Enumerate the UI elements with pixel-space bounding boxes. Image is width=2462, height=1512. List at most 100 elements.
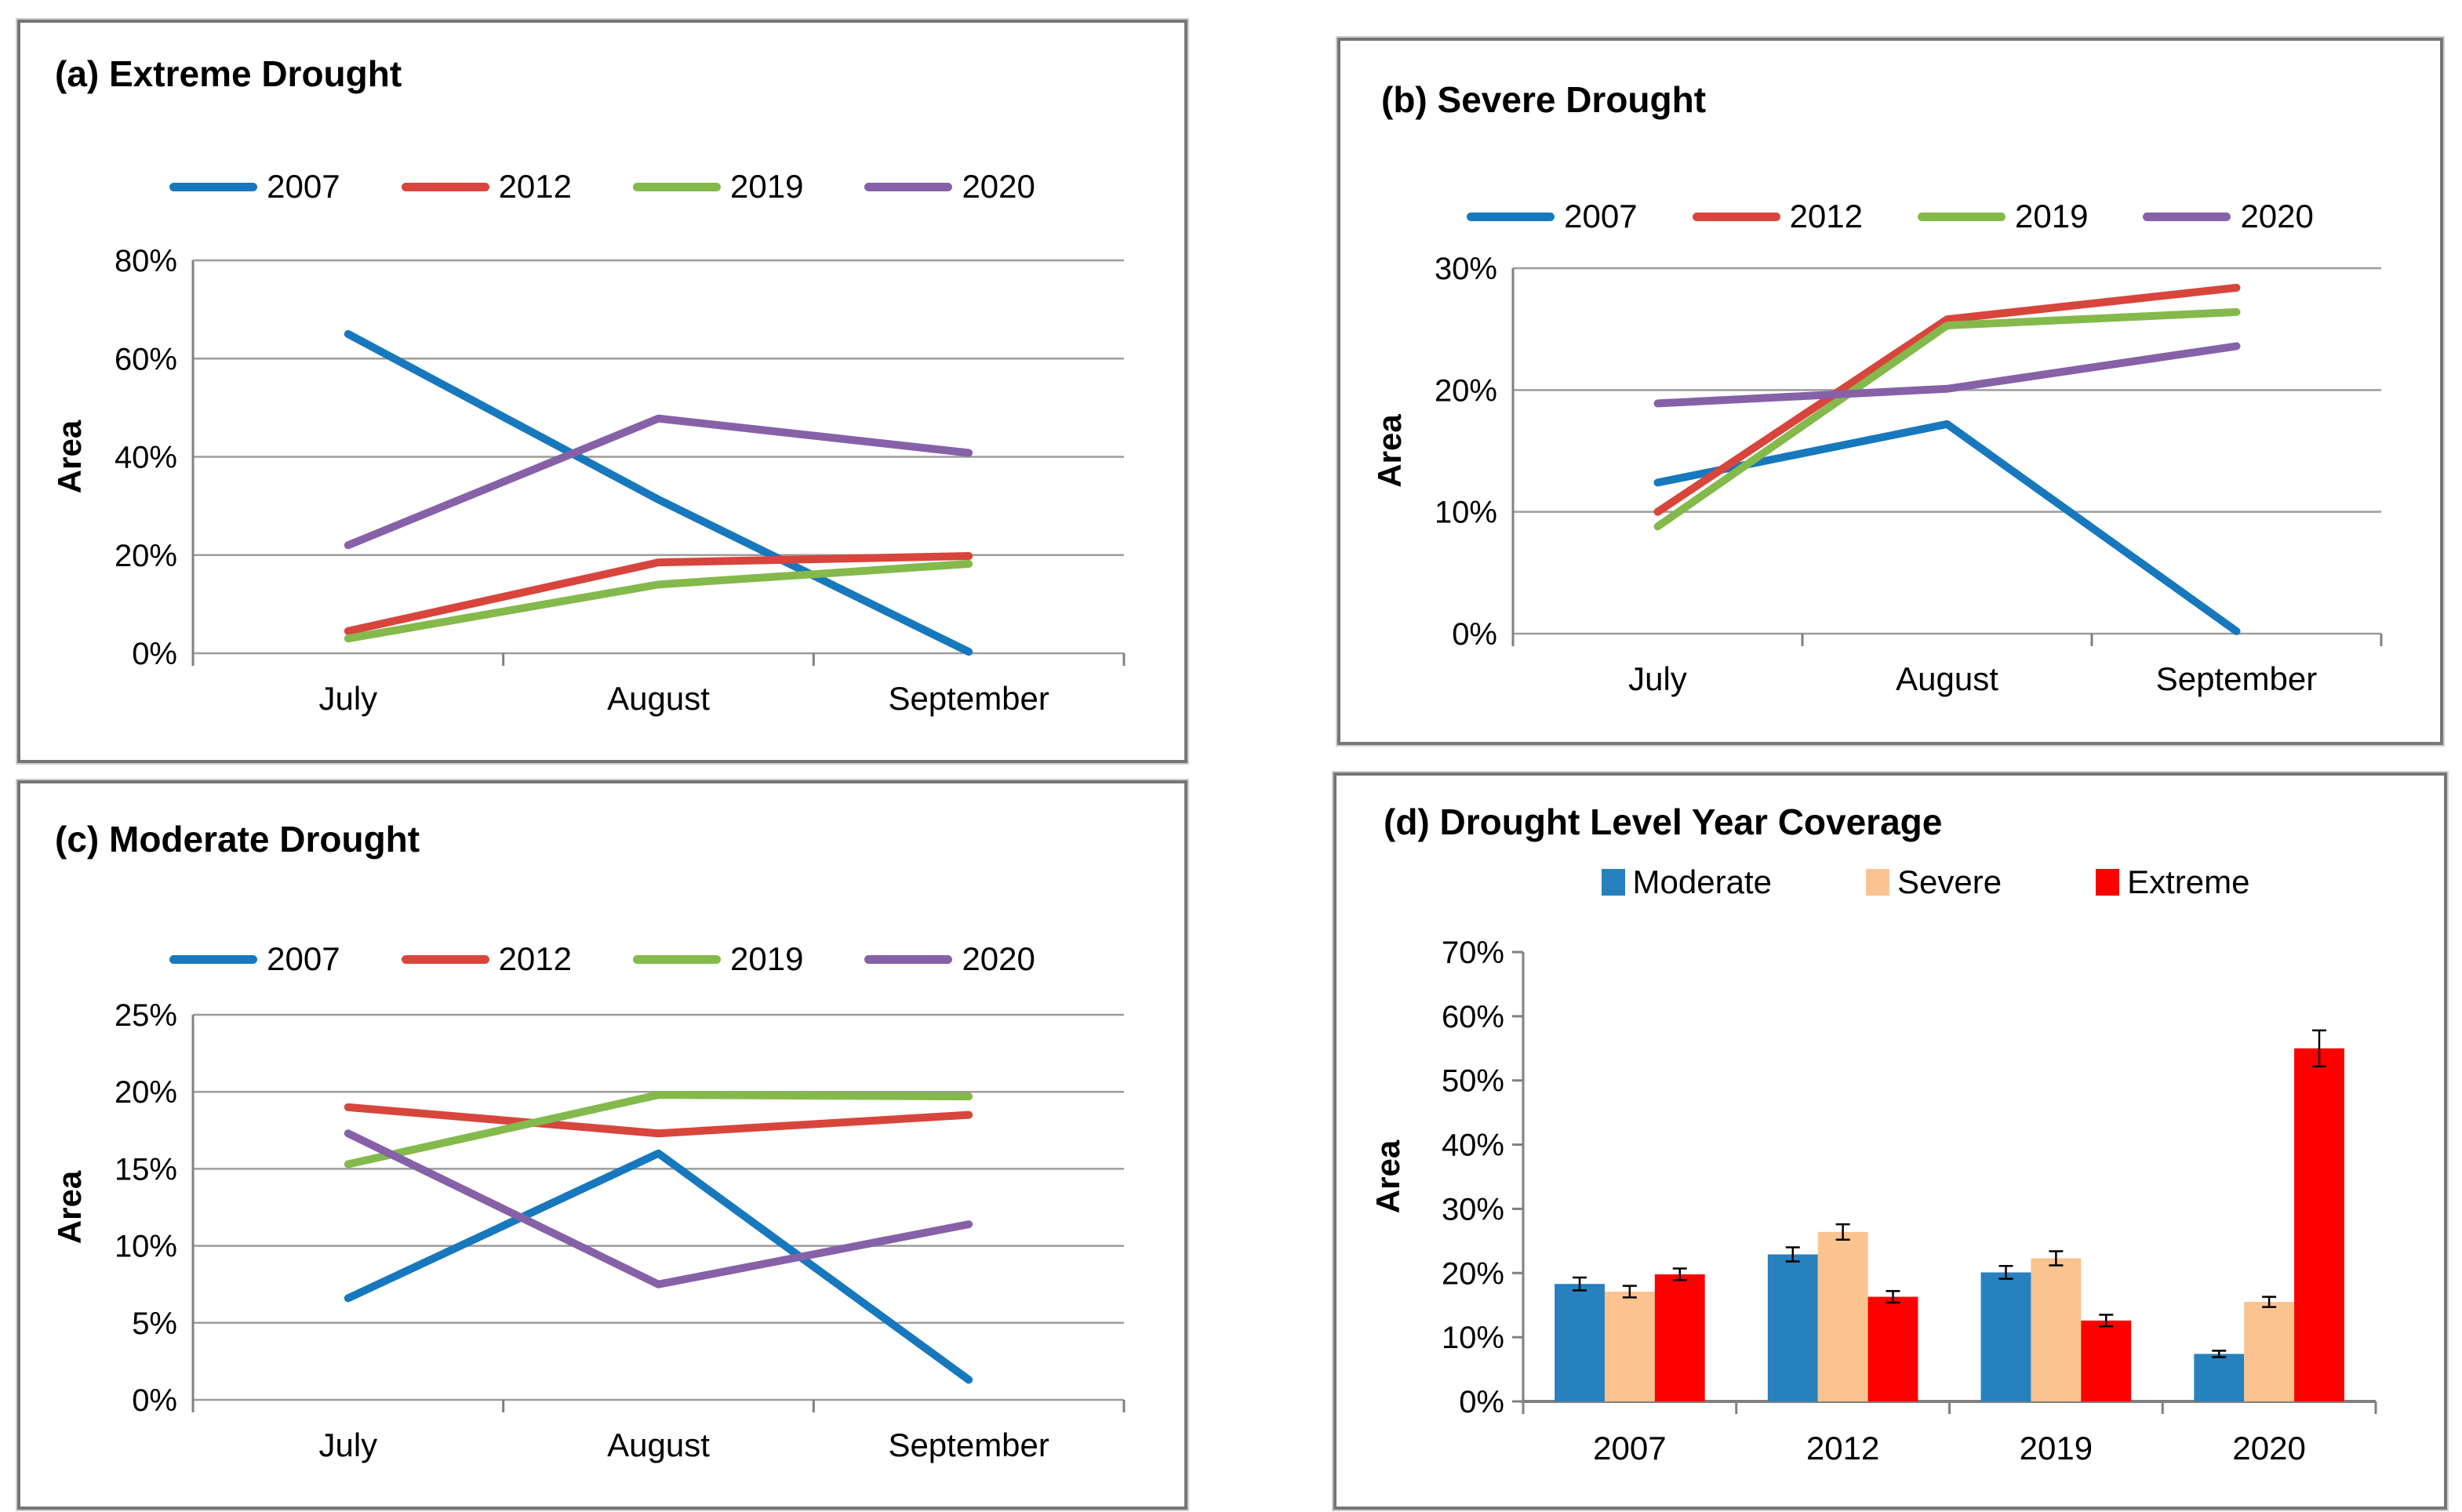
line-swatch-2012	[401, 182, 489, 191]
svg-text:August: August	[607, 680, 710, 717]
legend-item-2020: 2020	[864, 168, 1035, 205]
svg-text:September: September	[888, 680, 1049, 717]
svg-text:2007: 2007	[1593, 1430, 1666, 1467]
panel-d-title: (d) Drought Level Year Coverage	[1384, 801, 1943, 842]
legend-item-2019: 2019	[1918, 198, 2088, 235]
svg-text:July: July	[318, 680, 377, 717]
svg-text:Area: Area	[51, 1170, 88, 1244]
legend-label-2012: 2012	[498, 940, 572, 977]
legend-label-2007: 2007	[1564, 198, 1638, 234]
square-swatch-extreme	[2096, 869, 2120, 896]
legend-label-moderate: Moderate	[1632, 863, 1772, 900]
panel-a-legend: 2007 2012 2019 2020	[20, 168, 1184, 205]
svg-text:0%: 0%	[1452, 617, 1497, 652]
panel-c-title: (c) Moderate Drought	[55, 819, 420, 860]
svg-text:Area: Area	[1369, 1139, 1406, 1213]
severe-drought-line-chart: 0% 10% 20% 30% July August September Area	[1371, 252, 2383, 697]
line-swatch-2020	[2143, 212, 2231, 221]
legend-item-2007: 2007	[1467, 198, 1638, 235]
moderate-drought-line-chart: 0% 5% 10% 15% 20% 25% July August September Area	[51, 998, 1126, 1463]
line-swatch-2012	[1692, 212, 1780, 221]
svg-text:60%: 60%	[1442, 1000, 1504, 1034]
legend-label-2007: 2007	[267, 940, 340, 977]
legend-item-2020: 2020	[2143, 198, 2314, 235]
legend-label-2012: 2012	[1789, 198, 1863, 234]
svg-text:30%: 30%	[1435, 252, 1497, 286]
legend-label-2012: 2012	[498, 168, 572, 205]
extreme-drought-line-chart: 0% 20% 40% 60% 80% July August September Area	[51, 244, 1126, 717]
svg-text:August: August	[607, 1427, 710, 1463]
svg-text:5%: 5%	[132, 1307, 177, 1341]
line-swatch-2020	[864, 182, 953, 191]
legend-label-2020: 2020	[962, 940, 1035, 977]
legend-label-severe: Severe	[1897, 863, 2002, 900]
legend-item-2012: 2012	[1692, 198, 1863, 235]
svg-text:0%: 0%	[1459, 1385, 1504, 1419]
svg-text:15%: 15%	[115, 1152, 177, 1187]
year-coverage-bar-chart: 0% 10% 20% 30% 40% 50% 60% 70% 2007 2012 2019 2020 A…	[1369, 936, 2377, 1467]
svg-text:10%: 10%	[115, 1230, 177, 1264]
line-swatch-2007	[169, 182, 258, 191]
panel-b-title: (b) Severe Drought	[1381, 79, 1707, 120]
legend-item-2019: 2019	[633, 168, 803, 205]
legend-item-2007: 2007	[169, 940, 340, 978]
svg-text:10%: 10%	[1442, 1321, 1504, 1355]
panel-a-title: (a) Extreme Drought	[55, 53, 402, 94]
svg-text:80%: 80%	[115, 244, 177, 278]
panel-d-legend: Moderate Severe Extreme	[1407, 863, 2444, 901]
legend-label-2007: 2007	[267, 168, 340, 205]
panel-year-coverage: (d) Drought Level Year Coverage Moderate…	[1332, 771, 2449, 1511]
svg-text:July: July	[1628, 660, 1687, 697]
svg-text:40%: 40%	[1442, 1129, 1504, 1163]
legend-item-extreme: Extreme	[2096, 863, 2249, 901]
panel-b-legend: 2007 2012 2019 2020	[1340, 198, 2440, 235]
svg-text:30%: 30%	[1442, 1192, 1504, 1227]
svg-text:20%: 20%	[1442, 1256, 1504, 1291]
legend-label-2019: 2019	[730, 940, 804, 977]
line-swatch-2019	[633, 954, 721, 964]
line-swatch-2007	[1467, 212, 1555, 221]
panel-severe-drought: (b) Severe Drought 2007 2012 2019 2020 0…	[1336, 36, 2445, 747]
legend-item-2012: 2012	[401, 940, 572, 978]
legend-label-2020: 2020	[2240, 198, 2314, 234]
legend-item-2020: 2020	[864, 940, 1035, 978]
legend-label-2019: 2019	[2015, 198, 2089, 234]
svg-text:60%: 60%	[115, 342, 177, 376]
line-swatch-2007	[169, 954, 258, 964]
legend-item-2019: 2019	[633, 940, 803, 978]
line-swatch-2020	[864, 954, 953, 964]
legend-item-severe: Severe	[1865, 863, 2002, 901]
svg-text:2012: 2012	[1806, 1430, 1879, 1467]
svg-text:10%: 10%	[1435, 496, 1497, 530]
line-swatch-2019	[1918, 212, 2006, 221]
line-swatch-2019	[633, 182, 721, 191]
svg-text:40%: 40%	[115, 441, 177, 475]
svg-text:Area: Area	[1371, 414, 1408, 488]
svg-text:Area: Area	[51, 420, 88, 493]
svg-text:50%: 50%	[1442, 1064, 1504, 1099]
legend-label-extreme: Extreme	[2127, 863, 2250, 900]
svg-text:August: August	[1896, 660, 1998, 697]
legend-label-2019: 2019	[730, 168, 804, 205]
panel-c-legend: 2007 2012 2019 2020	[20, 940, 1184, 978]
svg-text:2019: 2019	[2020, 1430, 2093, 1467]
svg-text:20%: 20%	[1435, 373, 1497, 408]
svg-text:0%: 0%	[132, 1383, 177, 1418]
square-swatch-moderate	[1601, 869, 1625, 896]
svg-text:0%: 0%	[132, 637, 177, 671]
svg-text:July: July	[318, 1427, 377, 1463]
legend-item-2007: 2007	[169, 168, 340, 205]
svg-text:70%: 70%	[1442, 936, 1504, 970]
svg-text:20%: 20%	[115, 1075, 177, 1110]
square-swatch-severe	[1865, 869, 1889, 896]
panel-extreme-drought: (a) Extreme Drought 2007 2012 2019 2020 …	[16, 18, 1189, 765]
svg-text:2020: 2020	[2232, 1430, 2305, 1467]
svg-text:September: September	[2156, 660, 2317, 697]
legend-item-moderate: Moderate	[1601, 863, 1772, 901]
svg-text:25%: 25%	[115, 998, 177, 1033]
svg-text:September: September	[888, 1427, 1049, 1463]
line-swatch-2012	[401, 954, 489, 964]
svg-text:20%: 20%	[115, 539, 177, 573]
legend-label-2020: 2020	[962, 168, 1035, 205]
